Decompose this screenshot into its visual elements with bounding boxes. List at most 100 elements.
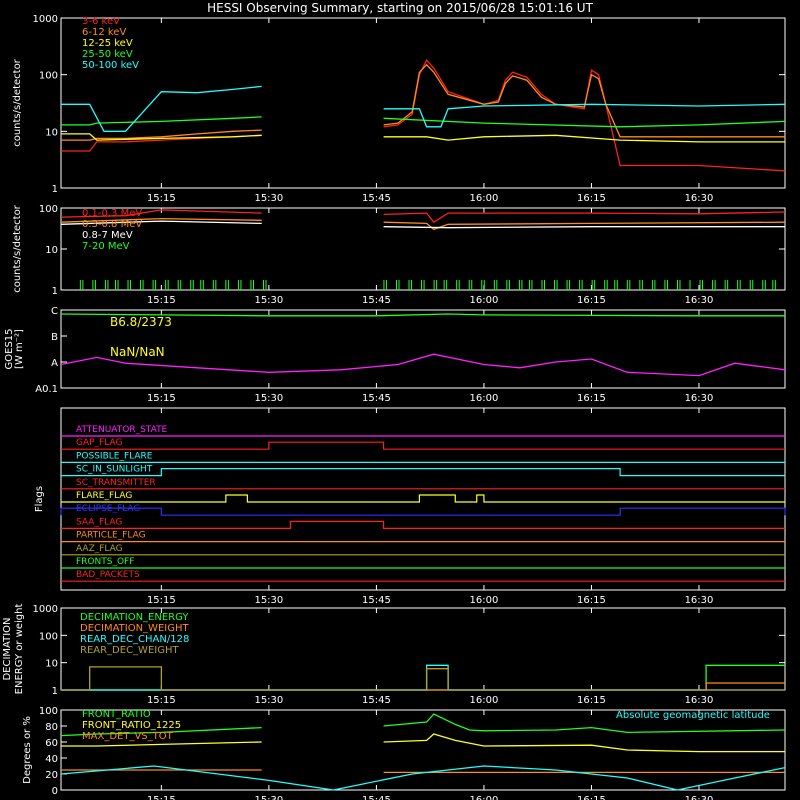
flag-label: ECLIPSE_FLAG	[76, 504, 140, 514]
goes-annotation-lower: NaN/NaN	[110, 345, 165, 359]
flag-line	[61, 494, 785, 503]
rates-series-line	[61, 129, 262, 141]
decimation-xtick-label: 15:45	[362, 695, 391, 706]
high_energy-ytick-label: 100	[39, 204, 58, 215]
flags-xtick-label: 16:15	[577, 595, 606, 606]
flags-frame	[60, 407, 786, 591]
flags-ylabel: Flags	[34, 486, 45, 512]
rates-series	[61, 116, 786, 128]
rates-legend-entry: 12-25 keV	[82, 38, 133, 49]
high_energy-series	[60, 209, 786, 224]
high_energy-series-line	[60, 217, 262, 223]
goes-series-line	[60, 313, 785, 317]
high_energy-ytick-label: 10	[45, 245, 58, 256]
decimation-ytick-label: 1000	[33, 604, 58, 615]
goes-series	[60, 353, 786, 377]
rates-ytick-label: 1000	[33, 14, 58, 25]
goes-xtick-label: 16:15	[577, 393, 606, 404]
goes-xtick-label: 16:30	[685, 393, 714, 404]
high_energy-legend-entry: 0.8-7 MeV	[82, 230, 133, 241]
rates-series-line	[61, 85, 262, 132]
flag-label: FLARE_FLAG	[76, 491, 132, 501]
flag-label: SAA_FLAG	[76, 517, 122, 527]
goes-ytick-label: A0.1	[35, 384, 58, 395]
ratios-series	[61, 769, 785, 774]
ratios-ytick-label: 60	[45, 738, 58, 749]
flag-line	[60, 507, 786, 516]
decimation-legend-entry: DECIMATION_ENERGY	[80, 612, 189, 623]
ratios-xtick-label: 15:30	[254, 795, 283, 800]
ratios-ytick-label: 100	[39, 706, 58, 717]
rates-xtick-label: 15:30	[254, 193, 283, 204]
rates-legend-entry: 3-6 keV	[82, 16, 120, 27]
high_energy-legend-entry: 0.3-0.8 MeV	[82, 219, 142, 230]
ratios-ylabel: Degrees or %	[22, 716, 33, 784]
rates-series-line	[383, 103, 786, 128]
flag-label: BAD_PACKETS	[76, 570, 140, 580]
rates-ytick-label: 100	[39, 71, 58, 82]
ratios-series	[60, 765, 786, 791]
ratios-series	[61, 733, 785, 753]
rates-legend-entry: 50-100 keV	[82, 60, 139, 71]
ratios-ytick-label: 0	[52, 786, 58, 797]
rates-series-line	[383, 117, 786, 128]
flag-label: PARTICLE_FLAG	[76, 531, 146, 541]
rates-xtick-label: 16:15	[577, 193, 606, 204]
rates-xtick-label: 16:00	[470, 193, 499, 204]
rates-series	[61, 133, 785, 143]
flag-label: ATTENUATOR_STATE	[76, 425, 168, 435]
decimation-xtick-label: 15:15	[147, 695, 176, 706]
high_energy-xtick-label: 15:15	[147, 295, 176, 306]
decimation-legend-entry: DECIMATION_WEIGHT	[80, 623, 189, 634]
decimation-legend-entry: REAR_DEC_WEIGHT	[80, 645, 179, 656]
goes-frame	[60, 309, 786, 389]
flag-label: POSSIBLE_FLARE	[76, 451, 153, 461]
panels-group: 15:15 15:30 15:45 16:00 16:15 16:301101001000…	[2, 14, 786, 800]
rates-series-line	[61, 133, 262, 141]
rates-xtick-label: 15:15	[147, 193, 176, 204]
decimation-series-line	[61, 666, 785, 691]
ratios-xtick-label: 16:15	[577, 795, 606, 800]
ratios-annotation: Absolute geomagnetic latitude	[616, 710, 770, 721]
ratios-xtick-label: 15:45	[362, 795, 391, 800]
goes-ylabel: [W m⁻²]	[14, 329, 25, 369]
high_energy-series-line	[383, 221, 786, 231]
ratios-frame	[60, 709, 786, 791]
decimation-ylabel: DECIMATION	[2, 617, 13, 680]
high_energy-legend-entry: 0.1-0.3 MeV	[82, 208, 142, 219]
ratios-series-line	[60, 726, 262, 737]
decimation-xtick-label: 16:15	[577, 695, 606, 706]
decimation-ytick-label: 10	[45, 659, 58, 670]
goes-series-line	[60, 353, 786, 377]
decimation-xtick-label: 16:00	[470, 695, 499, 706]
ratios-series	[60, 713, 786, 737]
rates-frame	[60, 17, 786, 189]
rates-legend-entry: 6-12 keV	[82, 27, 126, 38]
decimation-legend-entry: REAR_DEC_CHAN/128	[80, 634, 189, 645]
goes-xtick-label: 15:30	[254, 393, 283, 404]
goes-xtick-label: 15:45	[362, 393, 391, 404]
decimation-ylabel: ENERGY or weight	[14, 604, 25, 695]
ratios-ytick-label: 20	[45, 770, 58, 781]
high_energy-series	[60, 217, 786, 231]
high_energy-ytick-label: 1	[52, 286, 58, 297]
high_energy-xtick-label: 16:00	[470, 295, 499, 306]
goes-xtick-label: 16:00	[470, 393, 499, 404]
rates-legend-entry: 25-50 keV	[82, 49, 133, 60]
ratios-xtick-label: 16:30	[685, 795, 714, 800]
decimation-ytick-label: 1	[52, 686, 58, 697]
flag-label: SC_TRANSMITTER	[76, 478, 156, 488]
decimation-ytick-label: 100	[39, 631, 58, 642]
goes-xtick-label: 15:15	[147, 393, 176, 404]
decimation-series	[61, 666, 785, 691]
flag-label: AAZ_FLAG	[76, 544, 123, 554]
decimation-xtick-label: 15:30	[254, 695, 283, 706]
goes-ytick-label: B	[51, 332, 58, 343]
flags-xtick-label: 15:45	[362, 595, 391, 606]
high_energy-legend-entry: 7-20 MeV	[82, 241, 130, 252]
rates-series	[61, 63, 785, 141]
flag-label: FRONTS_OFF	[76, 557, 134, 567]
high_energy-series-line	[383, 211, 786, 224]
rates-series-line	[61, 116, 262, 126]
